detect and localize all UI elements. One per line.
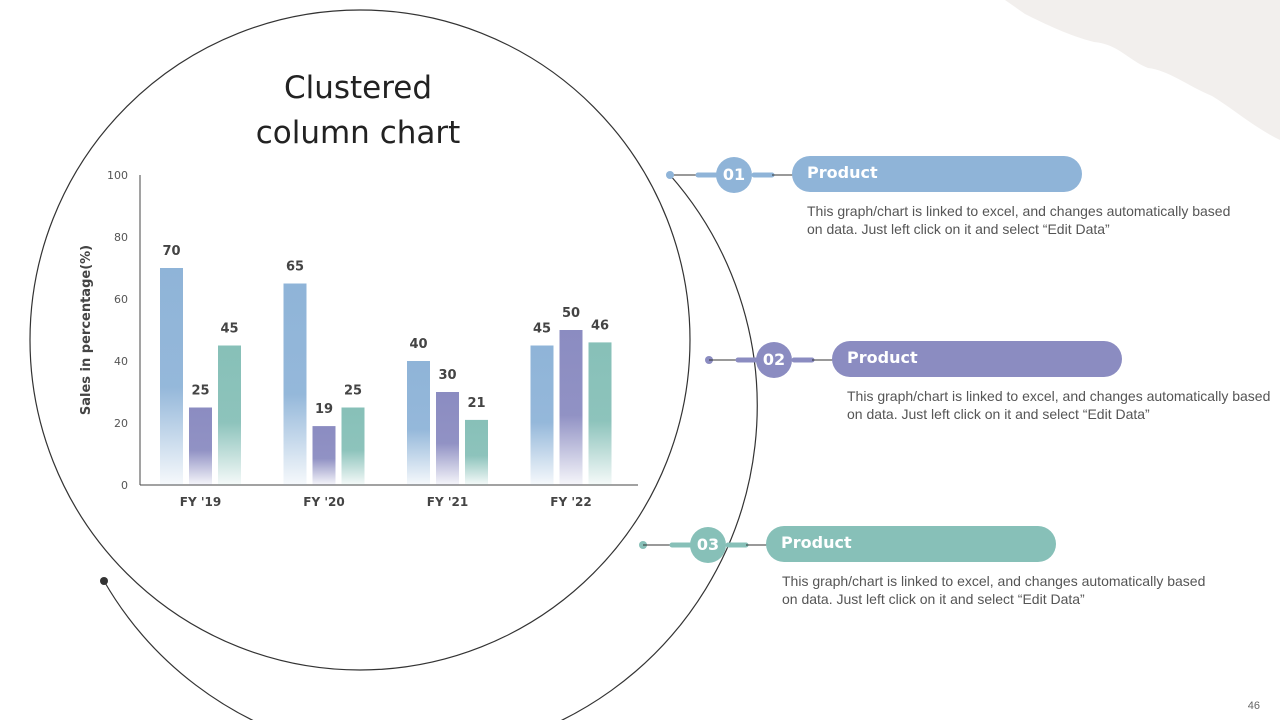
y-tick-label: 40 bbox=[114, 355, 128, 368]
connector-02 bbox=[705, 356, 834, 364]
y-tick-label: 60 bbox=[114, 293, 128, 306]
data-label: 45 bbox=[533, 322, 551, 337]
item-description: This graph/chart is linked to excel, and… bbox=[807, 203, 1231, 237]
item-number-badge: 02 bbox=[756, 342, 792, 378]
data-label: 21 bbox=[467, 396, 485, 411]
paper-texture-corner bbox=[1005, 0, 1280, 140]
bar bbox=[160, 268, 183, 485]
bar bbox=[588, 342, 612, 485]
data-label: 40 bbox=[409, 337, 427, 352]
bar bbox=[312, 426, 336, 485]
item-number-badge: 03 bbox=[690, 527, 726, 563]
bar bbox=[530, 345, 554, 485]
y-tick-label: 20 bbox=[114, 417, 128, 430]
data-label: 30 bbox=[438, 368, 456, 383]
x-tick-label: FY '20 bbox=[303, 495, 344, 509]
product-label-pill: Product bbox=[792, 156, 1082, 192]
item-description: This graph/chart is linked to excel, and… bbox=[782, 573, 1206, 607]
bar bbox=[407, 361, 430, 485]
bar bbox=[283, 283, 307, 485]
bar bbox=[436, 392, 459, 485]
main-circle bbox=[29, 9, 691, 671]
clustered-column-chart: 0 20 40 60 80 100 Sales in percentage(%) 70 25 45… bbox=[79, 169, 638, 509]
product-label-pill: Product bbox=[832, 341, 1122, 377]
y-tick-label: 0 bbox=[121, 479, 128, 492]
x-tick-label: FY '19 bbox=[180, 495, 221, 509]
x-tick-label: FY '21 bbox=[427, 495, 468, 509]
x-tick-label: FY '22 bbox=[550, 495, 591, 509]
y-tick-label: 100 bbox=[107, 169, 128, 182]
y-tick-label: 80 bbox=[114, 231, 128, 244]
bar bbox=[189, 407, 212, 485]
y-axis-label: Sales in percentage(%) bbox=[79, 245, 94, 415]
bar bbox=[559, 330, 583, 485]
data-label: 50 bbox=[562, 306, 580, 321]
connector-03 bbox=[639, 541, 768, 549]
data-label: 70 bbox=[162, 244, 180, 259]
bar bbox=[218, 345, 241, 485]
data-label: 19 bbox=[315, 402, 333, 417]
bar bbox=[465, 419, 488, 485]
data-label: 46 bbox=[591, 318, 609, 333]
item-number-badge: 01 bbox=[716, 157, 752, 193]
page-number: 46 bbox=[1247, 700, 1260, 712]
data-label: 45 bbox=[220, 322, 238, 337]
connector-01 bbox=[666, 171, 794, 179]
data-label: 25 bbox=[344, 384, 362, 399]
outer-arc bbox=[103, 174, 758, 720]
item-description: This graph/chart is linked to excel, and… bbox=[847, 388, 1271, 422]
product-label-pill: Product bbox=[766, 526, 1056, 562]
arc-end-dot bbox=[100, 577, 108, 585]
chart-title: Clustered column chart bbox=[255, 70, 461, 151]
data-label: 65 bbox=[286, 260, 304, 275]
bar bbox=[341, 407, 365, 485]
data-label: 25 bbox=[191, 384, 209, 399]
